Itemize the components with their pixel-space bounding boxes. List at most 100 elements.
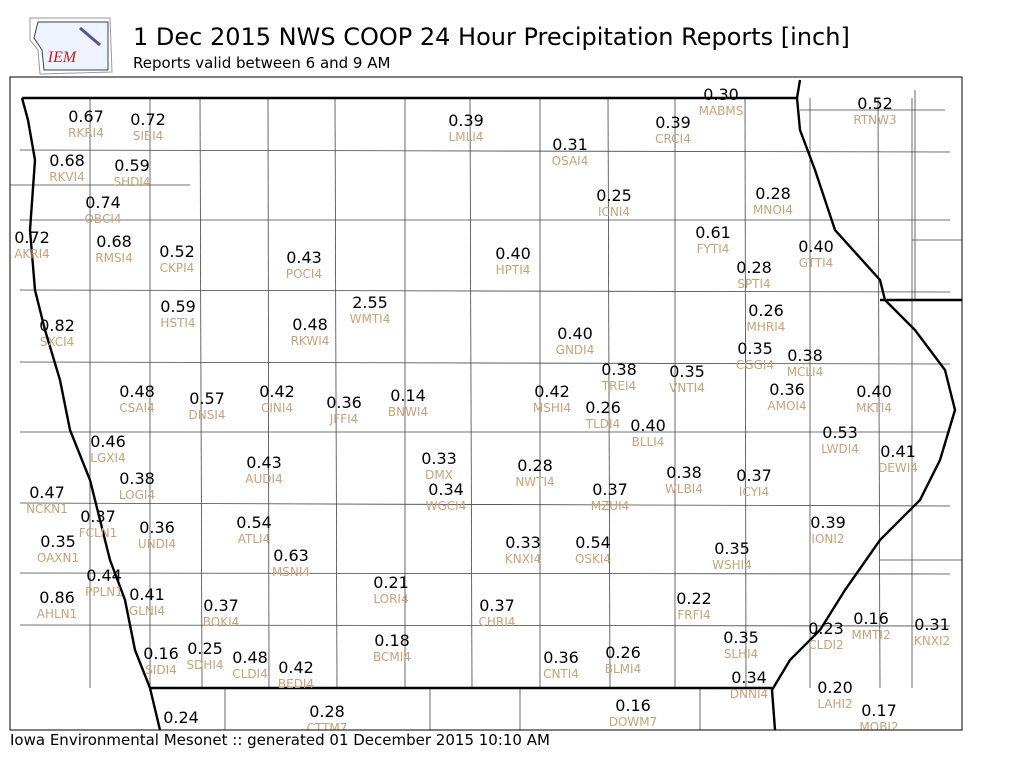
station-id: CNTI4 [543,667,579,681]
station-id: UNDI4 [138,537,176,551]
station-value: 0.37 [592,480,628,499]
station-value: 0.28 [736,258,772,277]
station-value: 0.57 [189,389,225,408]
station-value: 0.86 [39,588,75,607]
station-id: MNOI4 [753,203,793,217]
station-id: FCLN1 [79,526,118,540]
station-value: 0.39 [448,111,484,130]
station-value: 0.53 [822,423,858,442]
station-id: CSAI4 [119,401,155,415]
station-id: OSKI4 [575,552,611,566]
station-id: BNWI4 [388,405,428,419]
station-value: 0.48 [232,648,268,667]
station-value: 0.40 [557,324,593,343]
station-value: 2.55 [352,293,388,312]
station-id: ICYI4 [739,485,769,499]
station-value: 0.43 [246,453,282,472]
station-id: CGGI4 [736,358,774,372]
station-value: 0.28 [517,456,553,475]
county-line [334,97,338,689]
station-value: 0.35 [723,628,759,647]
station-id: CHRI4 [479,615,516,629]
station-id: KNXI2 [914,634,950,648]
station-value: 0.38 [119,469,155,488]
station-value: 0.18 [374,631,410,650]
county-lines [10,90,962,730]
station-value: 0.72 [130,110,166,129]
station-value: 0.43 [286,248,322,267]
station-value: 0.34 [731,668,767,687]
station-value: 0.42 [278,658,314,677]
station-value: 0.26 [748,301,784,320]
station-value: 0.48 [292,315,328,334]
station-id: BLLI4 [632,435,665,449]
station-id: WLBI4 [665,482,703,496]
station-value: 0.22 [676,589,712,608]
station-value: 0.38 [601,360,637,379]
county-line [199,97,203,689]
station-id: POCI4 [286,267,322,281]
title: 1 Dec 2015 NWS COOP 24 Hour Precipitatio… [133,23,850,51]
station-value: 0.68 [49,151,85,170]
station-value: 0.52 [857,94,893,113]
station-id: GNDI4 [556,343,595,357]
station-id: SLHI4 [724,647,759,661]
station-id: TLDI4 [585,417,620,431]
station-id: GTTI4 [799,256,834,270]
station-id: DMX [425,468,453,482]
station-value: 0.40 [495,244,531,263]
station-id: SHDI4 [113,175,150,189]
station-value: 0.28 [309,702,345,721]
station-id: MCLI4 [787,365,824,379]
county-line [744,97,747,689]
station-id: ICNI4 [598,205,630,219]
station-value: 0.59 [114,156,150,175]
station-value: 0.40 [856,382,892,401]
station-value: 0.33 [505,533,541,552]
station-id: MSHI4 [533,401,571,415]
station-id: RMSI4 [95,251,132,265]
station-id: CLDI2 [808,638,843,652]
station-id: LGXI4 [90,451,125,465]
station-id: DNSI4 [188,408,225,422]
station-id: MSNI4 [272,565,310,579]
station-id: CLDI4 [232,667,267,681]
station-value: 0.82 [39,316,75,335]
station-value: 0.16 [853,609,889,628]
station-id: IONI2 [811,532,844,546]
station-value: 0.54 [575,533,611,552]
station-value: 0.14 [390,386,426,405]
station-id: MOBI2 [859,720,898,734]
station-id: AMOI4 [767,399,806,413]
station-value: 0.16 [143,644,179,663]
station-id: MKTI4 [856,401,892,415]
station-value: 0.42 [534,382,570,401]
station-id: MHRI4 [747,320,786,334]
station-id: CINI4 [261,401,293,415]
logo-text: IEM [47,49,78,66]
station-value: 0.33 [421,449,457,468]
station-id: AHLN1 [37,607,78,621]
station-value: 0.37 [479,596,515,615]
station-id: KNXI4 [505,552,541,566]
station-labels: 0.67RKRI40.72SIBI40.39LMLI40.30MABMS0.39… [14,85,950,734]
station-id: BLMI4 [605,662,641,676]
county-line [19,624,951,627]
station-value: 0.72 [14,228,50,247]
station-id: PPLN1 [85,585,123,599]
station-value: 0.24 [163,708,199,727]
station-value: 0.36 [769,380,805,399]
station-value: 0.47 [29,483,65,502]
station-id: OBCI4 [84,212,121,226]
station-value: 0.36 [543,648,579,667]
station-value: 0.63 [273,546,309,565]
county-line [19,149,951,153]
station-id: BEDI4 [278,677,314,691]
station-value: 0.23 [808,619,844,638]
station-id: RKVI4 [49,170,85,184]
station-value: 0.35 [669,362,705,381]
station-value: 0.35 [714,539,750,558]
station-value: 0.36 [326,393,362,412]
station-value: 0.59 [160,297,196,316]
county-line [19,361,951,365]
